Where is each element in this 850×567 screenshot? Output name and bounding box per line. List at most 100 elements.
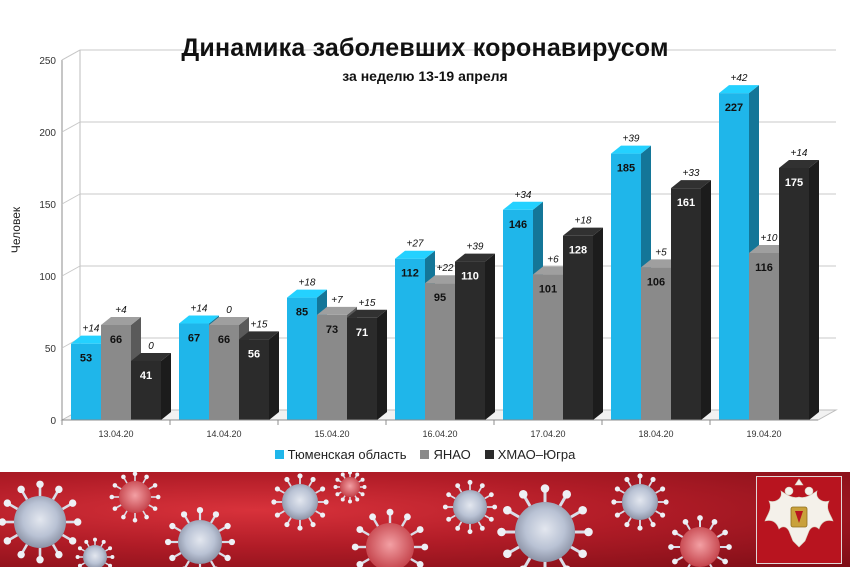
y-axis-label: Человек xyxy=(9,206,23,253)
bar-value-label: 128 xyxy=(569,245,587,257)
virus-particle-icon xyxy=(75,537,115,567)
virus-particle-icon xyxy=(497,484,593,567)
bar-top xyxy=(671,180,711,189)
bar-front xyxy=(779,168,809,420)
bar-value-label: 66 xyxy=(218,334,230,346)
bar-front xyxy=(533,274,563,420)
bar-increment-label: +10 xyxy=(761,233,778,244)
bar-value-label: 71 xyxy=(356,327,368,339)
bar-increment-label: +14 xyxy=(191,304,208,315)
bar-top xyxy=(131,352,171,361)
bar-front xyxy=(671,188,701,420)
bar-front xyxy=(641,267,671,420)
bar xyxy=(779,160,819,420)
bar-front xyxy=(287,297,317,420)
bar-front xyxy=(395,258,425,420)
bar-front xyxy=(209,324,239,420)
bar-value-label: 110 xyxy=(461,271,479,283)
bar-top xyxy=(317,306,357,315)
bar-value-label: 66 xyxy=(110,334,122,346)
bar-front xyxy=(239,339,269,420)
gridline-diag xyxy=(61,49,81,61)
bar-value-label: 185 xyxy=(617,163,635,175)
x-tick-label: 15.04.20 xyxy=(314,429,349,439)
bar-top xyxy=(179,315,219,324)
bar-value-label: 85 xyxy=(296,307,308,319)
bar-increment-label: +39 xyxy=(623,134,640,145)
bar-side xyxy=(377,309,387,420)
y-tick-label: 100 xyxy=(39,272,56,283)
bar-value-label: 95 xyxy=(434,292,446,304)
bar-side xyxy=(809,160,819,420)
bar xyxy=(563,227,603,420)
bar-increment-label: +6 xyxy=(547,255,559,266)
bar-chart: 0 50 100 150 200 250 Человек 13.04.20 53 +14 66 +4 4… xyxy=(9,49,838,439)
virus-particle-icon xyxy=(611,473,669,531)
bar-increment-label: +22 xyxy=(437,263,454,274)
x-tick-label: 18.04.20 xyxy=(638,429,673,439)
virus-particle-icon xyxy=(333,472,367,504)
bar-value-label: 112 xyxy=(401,268,419,280)
bar-value-label: 106 xyxy=(647,276,665,288)
bar-increment-label: +27 xyxy=(407,239,424,250)
bar-value-label: 73 xyxy=(326,324,338,336)
legend-item-yanao: ЯНАО xyxy=(420,447,471,462)
bar-value-label: 101 xyxy=(539,284,557,296)
bar-value-label: 116 xyxy=(755,262,773,274)
virus-particle-icon xyxy=(109,472,161,523)
chart-title: Динамика заболевших коронавирусом xyxy=(181,34,669,62)
bar-front xyxy=(179,323,209,420)
bar xyxy=(503,201,543,420)
bar-top xyxy=(719,85,759,94)
bar-top xyxy=(209,316,249,325)
bar-front xyxy=(563,235,593,420)
chart-legend: Тюменская область ЯНАО ХМАО–Югра xyxy=(0,447,850,462)
bar-value-label: 41 xyxy=(140,370,152,382)
bar-increment-label: +5 xyxy=(655,247,667,258)
bar-top xyxy=(503,201,543,210)
bar xyxy=(455,253,495,420)
bar-increment-label: +34 xyxy=(515,190,532,201)
bar-increment-label: +18 xyxy=(299,278,316,289)
y-tick-label: 200 xyxy=(39,128,56,139)
bar-front xyxy=(71,343,101,420)
bar-top xyxy=(779,160,819,168)
gridline-diag xyxy=(61,121,81,133)
bar-increment-label: 0 xyxy=(226,305,232,316)
legend-label: ХМАО–Югра xyxy=(497,447,576,462)
bar-value-label: 146 xyxy=(509,219,527,231)
gridline-diag xyxy=(61,265,81,277)
virus-illustration-icon xyxy=(0,472,732,567)
virus-particle-icon xyxy=(668,515,732,567)
bar-increment-label: +14 xyxy=(83,324,100,335)
bar-value-label: 175 xyxy=(785,177,803,189)
bar-increment-label: +15 xyxy=(251,319,268,330)
virus-particle-icon xyxy=(271,473,329,531)
x-tick-label: 13.04.20 xyxy=(98,429,133,439)
virus-particle-icon xyxy=(164,506,236,567)
bar-value-label: 56 xyxy=(248,348,260,360)
bar-value-label: 67 xyxy=(188,333,200,345)
x-tick-label: 17.04.20 xyxy=(530,429,565,439)
chart-subtitle: за неделю 13-19 апреля xyxy=(342,68,508,84)
bar-increment-label: +7 xyxy=(331,295,343,306)
bar-front xyxy=(611,153,641,420)
bar-front xyxy=(317,314,347,420)
bar-increment-label: +14 xyxy=(791,148,808,159)
bar-front xyxy=(425,283,455,420)
bar-side xyxy=(269,331,279,420)
bar-side xyxy=(593,227,603,420)
y-tick-label: 50 xyxy=(45,344,57,355)
gridline-diag xyxy=(61,193,81,205)
bar-top xyxy=(455,253,495,262)
y-tick-label: 0 xyxy=(50,416,56,427)
bar-increment-label: +18 xyxy=(575,216,592,227)
virus-particle-icon xyxy=(351,508,429,567)
bar-value-label: 53 xyxy=(80,353,92,365)
bar-top xyxy=(395,250,435,259)
bar-side xyxy=(161,352,171,420)
x-tick-label: 16.04.20 xyxy=(422,429,457,439)
legend-item-khmao: ХМАО–Югра xyxy=(484,447,576,462)
legend-label: ЯНАО xyxy=(433,447,471,462)
virus-particle-icon xyxy=(442,479,498,535)
